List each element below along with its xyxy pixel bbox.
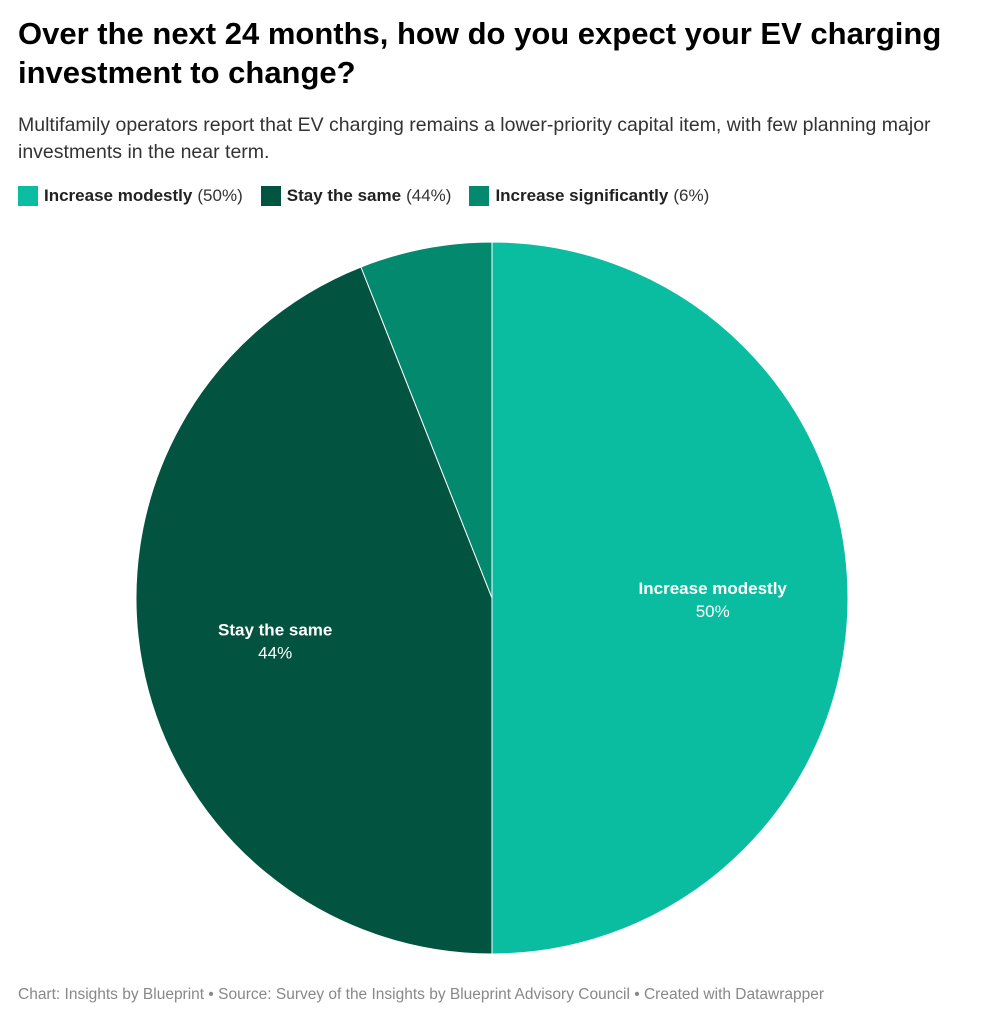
legend-value: (6%) <box>673 186 710 205</box>
pie-slice-increase-significantly <box>360 241 493 599</box>
legend-item-stay-the-same: Stay the same (44%) <box>260 186 452 206</box>
slice-value-label: 44% <box>258 643 292 662</box>
legend-label: Increase modestly <box>44 186 193 205</box>
legend-value: (50%) <box>197 186 243 205</box>
legend-swatch <box>260 186 281 206</box>
legend-swatch <box>18 186 38 206</box>
chart-title: Over the next 24 months, how do you expe… <box>18 16 942 90</box>
slice-label: Increase modestly <box>639 579 788 598</box>
slice-label: Stay the same <box>218 620 332 639</box>
legend: Increase modestly (50%) Stay the same (4… <box>18 182 727 210</box>
chart-footer: Chart: Insights by Blueprint • Source: S… <box>18 986 825 1003</box>
pie-slice-increase-modestly <box>491 241 849 955</box>
legend-swatch <box>469 186 490 206</box>
legend-item-increase-significantly: Increase significantly (6%) <box>469 186 709 206</box>
legend-item-increase-modestly: Increase modestly (50%) <box>18 186 243 206</box>
slice-value-label: 50% <box>696 602 730 621</box>
pie-slice-stay-the-same <box>135 266 493 955</box>
chart-subtitle: Multifamily operators report that EV cha… <box>18 114 931 163</box>
legend-value: (44%) <box>406 186 452 205</box>
legend-label: Increase significantly <box>495 186 669 205</box>
legend-label: Stay the same <box>286 186 402 205</box>
